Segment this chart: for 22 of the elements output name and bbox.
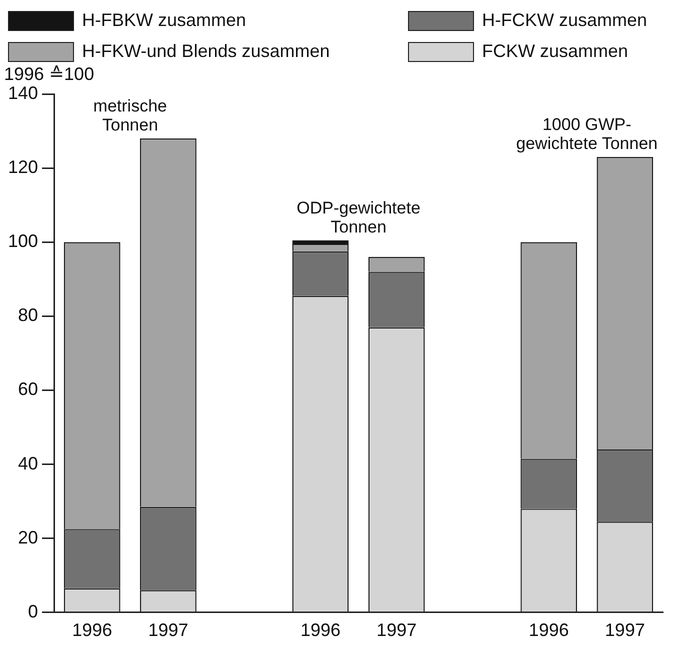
y-tick-label: 0: [28, 601, 38, 622]
legend-label: H-FBKW zusammen: [82, 10, 246, 31]
x-tick-label: 1997: [604, 620, 645, 640]
y-tick-label: 140: [8, 82, 38, 103]
y-tick-label: 20: [18, 527, 38, 548]
annotation: ODP-gewichtete Tonnen: [296, 198, 420, 236]
legend-label: H-FCKW zusammen: [482, 10, 648, 31]
y-tick-label: 120: [8, 157, 38, 178]
annotation: metrische Tonnen: [93, 96, 167, 135]
y-tick-label: 40: [18, 453, 38, 474]
annotation: 1000 GWP- gewichtete Tonnen: [516, 115, 658, 154]
x-tick-label: 1996: [528, 620, 569, 640]
legend-label: FCKW zusammen: [482, 41, 628, 62]
x-tick-label: 1997: [376, 620, 417, 640]
y-tick-label: 60: [18, 379, 38, 400]
y-tick-label: 100: [8, 231, 38, 252]
x-tick-label: 1996: [300, 620, 340, 640]
x-tick-label: 1996: [72, 620, 112, 640]
y-tick-label: 80: [18, 305, 38, 326]
y-axis-title: 1996 ≙100: [4, 64, 94, 84]
x-tick-label: 1997: [148, 620, 188, 640]
legend-label: H-FKW-und Blends zusammen: [82, 41, 330, 62]
